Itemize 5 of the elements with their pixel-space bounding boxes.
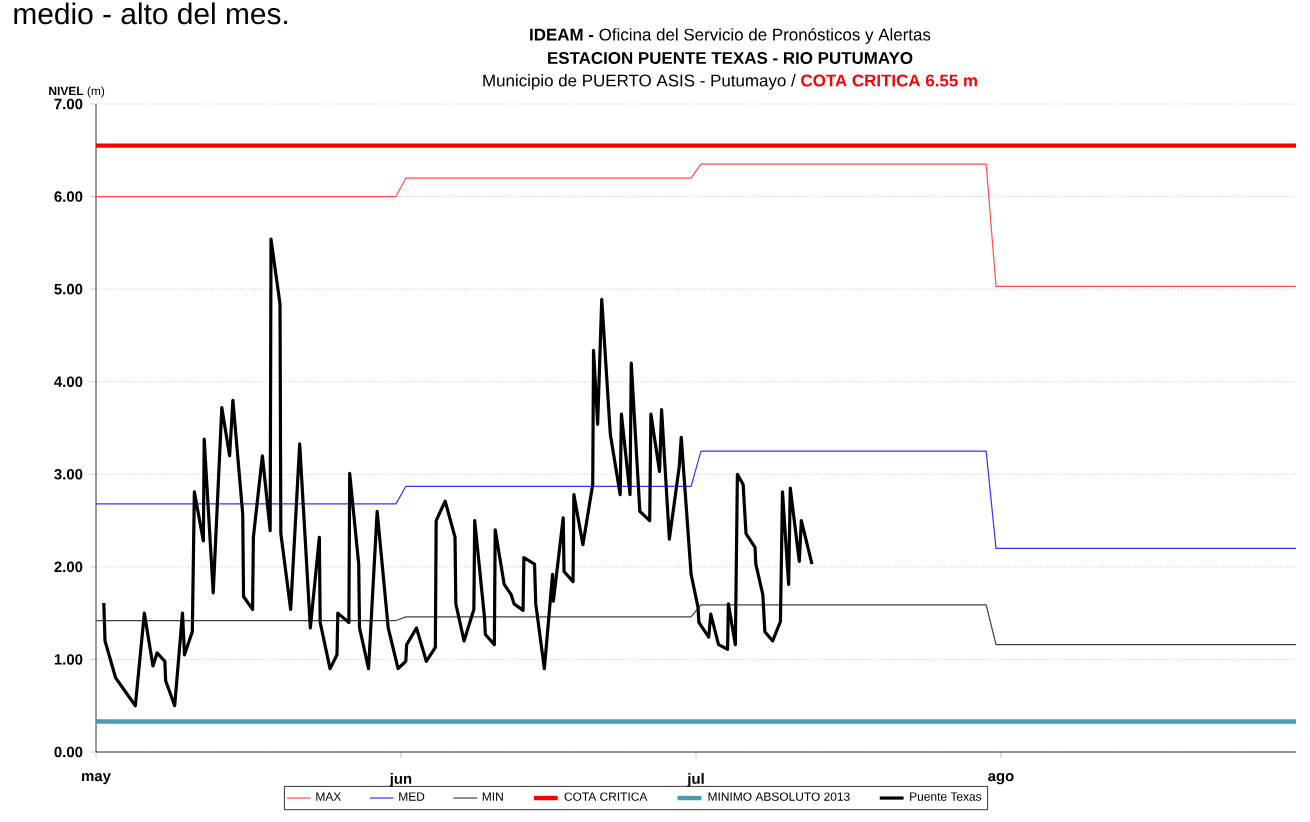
chart-title: IDEAM - Oficina del Servicio de Pronósticos y Alertas (530, 28, 931, 44)
text: COTA CRITICA 6.55 m (801, 74, 977, 87)
text: medio - alto del mes. (14, 2, 288, 25)
chart-subtitle: ESTACION PUENTE TEXAS - RIO PUTUMAYO (548, 52, 913, 64)
text: Municipio de PUERTO ASIS - Putumayo / (483, 74, 796, 90)
